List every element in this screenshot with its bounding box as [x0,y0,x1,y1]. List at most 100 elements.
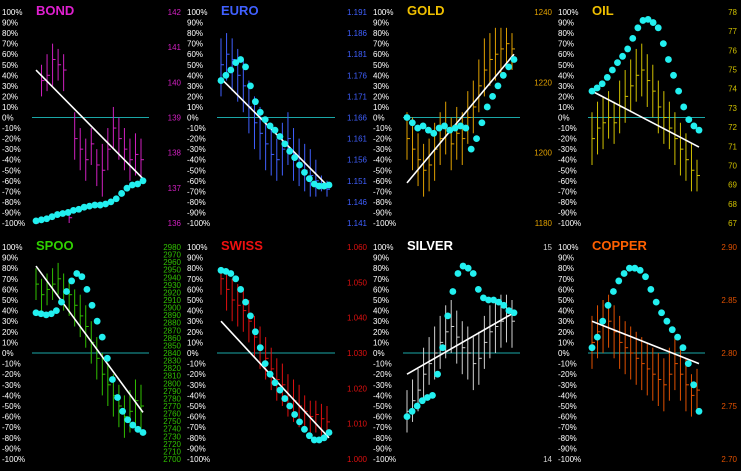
left-tick-label: -20% [187,135,206,144]
chart-title: GOLD [407,3,445,18]
oscillator-dot [247,312,254,320]
oscillator-dot [325,181,333,189]
oscillator-dot [305,175,313,183]
left-tick-label: -10% [558,124,577,133]
right-tick-label: 1.186 [347,29,368,38]
left-tick-label: 50% [187,61,203,70]
oscillator-dot [444,312,452,320]
left-tick-label: -70% [558,187,577,196]
left-tick-label: -20% [373,135,392,144]
left-tick-label: -100% [187,455,210,464]
right-tick-label: 2780 [163,394,181,403]
oscillator-dot [462,124,470,132]
chart-svg: 100% 90%80% 70%60% 50%40% 30%20% 10% 0%-10% -20… [558,3,738,228]
left-tick-label: -60% [373,177,392,186]
left-tick-label: -60% [187,177,206,186]
left-tick-label: -100% [187,219,210,228]
right-tick-label: 1220 [534,78,552,87]
left-tick-label: -100% [558,219,581,228]
left-tick-label: 50% [187,296,203,305]
oscillator-dot [441,122,448,130]
left-tick-label: -50% [558,402,577,411]
left-tick-label: 0% [558,349,570,358]
left-tick-label: 20% [2,328,18,337]
left-tick-label: -60% [373,413,392,422]
oscillator-dot [109,376,116,383]
oscillator-dot [276,133,284,140]
oscillator-dot [73,270,81,277]
right-tick-label: 2.85 [721,296,737,305]
right-tick-label: 1200 [534,149,552,158]
left-tick-label: 20% [373,328,389,337]
left-tick-label: -30% [373,145,392,154]
left-tick-label: 10% [187,338,203,347]
left-tick-label: 100% [2,243,22,252]
left-tick-label: 60% [558,285,574,294]
oscillator-dot [310,436,318,444]
oscillator-dot [408,119,416,127]
oscillator-dot [286,147,294,155]
left-tick-label: 80% [373,29,389,38]
left-tick-label: -80% [2,434,21,443]
oscillator-dot [325,429,333,436]
right-tick-label: 2900 [163,304,181,313]
oscillator-dot [459,262,467,270]
right-tick-label: 1.171 [347,92,368,101]
left-tick-label: -80% [373,198,392,207]
left-tick-label: -60% [2,177,21,186]
oscillator-dot [430,129,438,137]
left-tick-label: -30% [187,145,206,154]
right-tick-label: 1.146 [347,198,368,207]
left-tick-label: -90% [373,208,392,217]
oscillator-dot [510,56,518,63]
oscillator-dot [271,126,279,134]
left-tick-label: 50% [373,61,389,70]
oscillator-dot [118,190,125,197]
right-tick-label: 2980 [163,243,181,252]
trend-line [406,53,515,184]
left-tick-label: 0% [558,114,570,123]
left-tick-label: 10% [2,103,18,112]
right-tick-label: 68 [728,200,737,209]
oscillator-dot [603,74,611,81]
right-tick-label: 2740 [163,425,181,434]
right-tick-label: 76 [728,46,737,55]
left-tick-label: -40% [558,391,577,400]
oscillator-dot [631,264,639,272]
oscillator-dot [478,119,486,127]
chart-title: BOND [36,3,74,18]
left-tick-label: 50% [558,296,574,305]
chart-title: SILVER [407,238,454,253]
right-tick-label: 2.90 [721,243,737,252]
left-tick-label: -70% [187,187,206,196]
left-tick-label: 80% [2,264,18,273]
oscillator-dot [48,213,56,221]
right-tick-label: 75 [728,66,737,75]
oscillator-dot [665,56,672,63]
left-tick-label: -30% [2,381,21,390]
oscillator-dot [59,210,67,217]
oscillator-dot [43,215,51,223]
left-tick-label: -80% [187,198,206,207]
chart-panel-swiss: 100% 90% 80% 70% 60% 50% 40% 30% 20% 10% 0% -10% -20… [185,235,369,469]
left-tick-label: 30% [373,317,389,326]
left-tick-label: 40% [187,307,203,316]
left-tick-label: 70% [2,40,18,49]
left-tick-label: -100% [2,455,25,464]
left-tick-label: -40% [558,156,577,165]
left-tick-label: 10% [558,338,574,347]
left-tick-label: 30% [2,82,18,91]
left-tick-label: 0% [373,114,385,123]
oscillator-dot [610,288,617,295]
oscillator-dot [644,15,652,23]
oscillator-dot [429,392,436,399]
left-tick-label: 70% [187,40,203,49]
oscillator-dot [418,397,426,405]
left-tick-label: -80% [373,434,392,443]
left-tick-label: -20% [373,370,392,379]
left-tick-label: -50% [2,166,21,175]
oscillator-dot [636,266,644,274]
oscillator-dot [256,344,264,352]
left-tick-label: -50% [373,402,392,411]
oscillator-dot [78,273,86,281]
